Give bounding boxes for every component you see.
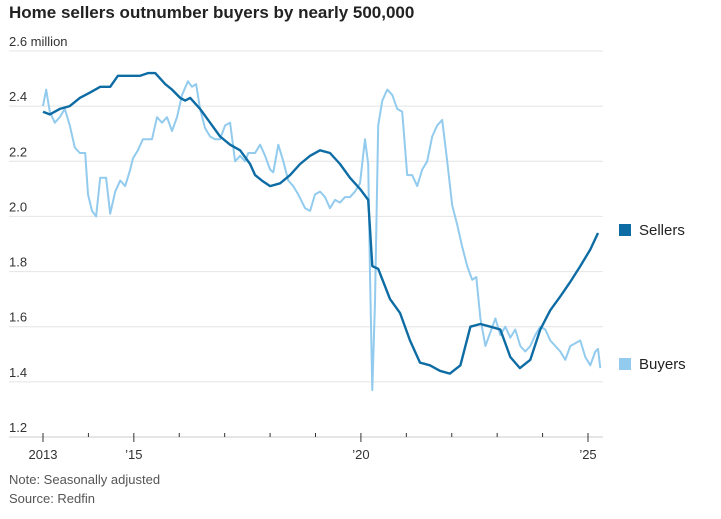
y-tick-label: 1.8 bbox=[9, 255, 27, 270]
x-tick-label: 2013 bbox=[29, 447, 58, 462]
series-line-sellers bbox=[42, 71, 600, 375]
y-tick-label: 2.4 bbox=[9, 89, 27, 104]
y-tick-label: 1.2 bbox=[9, 420, 27, 435]
series-line-buyers bbox=[42, 80, 602, 392]
y-tick-label: 2.0 bbox=[9, 199, 27, 214]
chart-source: Source: Redfin bbox=[9, 491, 95, 506]
chart-title: Home sellers outnumber buyers by nearly … bbox=[9, 3, 415, 22]
x-tick-label: ’25 bbox=[579, 447, 596, 462]
y-tick-label: 1.6 bbox=[9, 310, 27, 325]
y-tick-label: 2.6 million bbox=[9, 34, 68, 49]
chart-note: Note: Seasonally adjusted bbox=[9, 472, 161, 487]
legend-swatch-buyers bbox=[619, 358, 631, 370]
legend-swatch-sellers bbox=[619, 224, 631, 236]
legend-label-buyers: Buyers bbox=[639, 356, 686, 373]
legend-label-sellers: Sellers bbox=[639, 222, 685, 239]
y-tick-label: 1.4 bbox=[9, 365, 27, 380]
y-tick-label: 2.2 bbox=[9, 144, 27, 159]
x-tick-label: ’15 bbox=[125, 447, 142, 462]
x-tick-label: ’20 bbox=[352, 447, 369, 462]
